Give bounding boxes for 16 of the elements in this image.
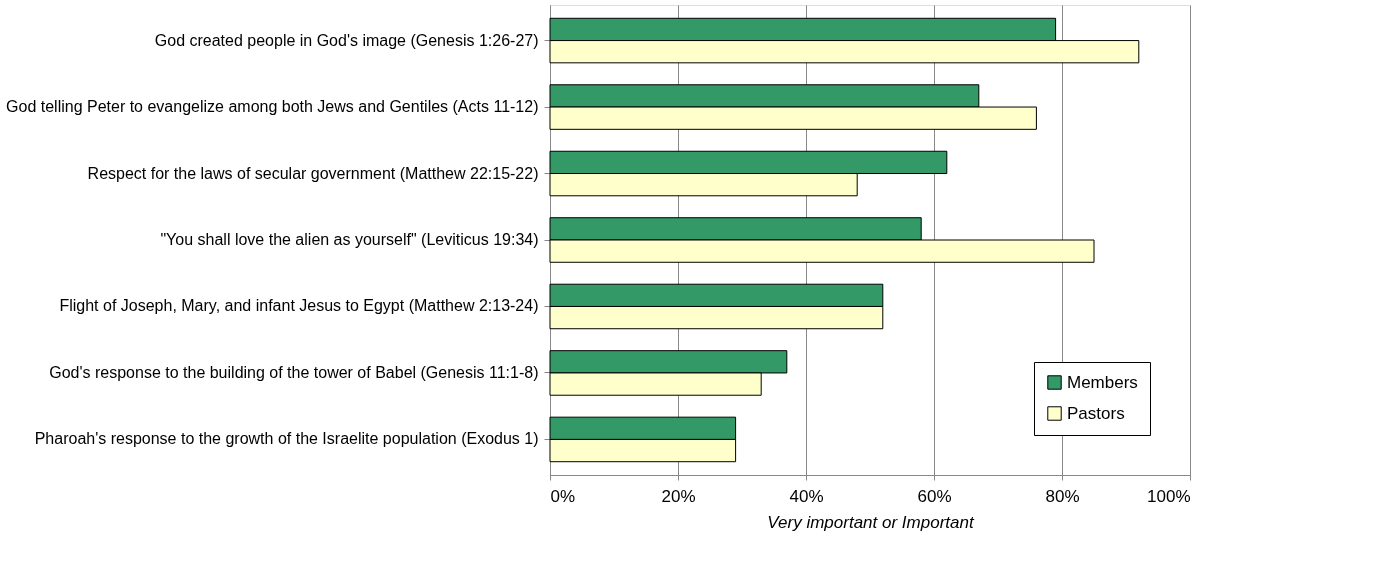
x-tick-label: 0% xyxy=(550,486,576,506)
y-tick-label: God telling Peter to evangelize among both Jews and Gentiles (Acts 11-12) xyxy=(6,98,539,116)
x-tick-label: 100% xyxy=(1147,486,1191,506)
y-tick-label: Pharoah's response to the growth of the Israelite population (Exodus 1) xyxy=(34,430,539,448)
x-axis-title: Very important or Important xyxy=(767,512,975,532)
x-tick-label: 80% xyxy=(1045,486,1080,506)
legend-label: Members xyxy=(1067,372,1138,392)
x-tick-label: 40% xyxy=(789,486,824,506)
legend-label: Pastors xyxy=(1067,403,1125,423)
x-tick-label: 60% xyxy=(917,486,952,506)
y-tick-label: God's response to the building of the tower of Babel (Genesis 11:1-8) xyxy=(49,363,539,381)
y-tick-label: "You shall love the alien as yourself" (Leviticus 19:34) xyxy=(160,231,539,248)
y-tick-label: Respect for the laws of secular government (Matthew 22:15-22) xyxy=(87,164,539,182)
y-tick-label: Flight of Joseph, Mary, and infant Jesus to Egypt (Matthew 2:13-24) xyxy=(59,297,539,315)
y-tick-label: God created people in God's image (Genesis 1:26-27) xyxy=(154,31,539,49)
x-tick-label: 20% xyxy=(661,486,696,506)
